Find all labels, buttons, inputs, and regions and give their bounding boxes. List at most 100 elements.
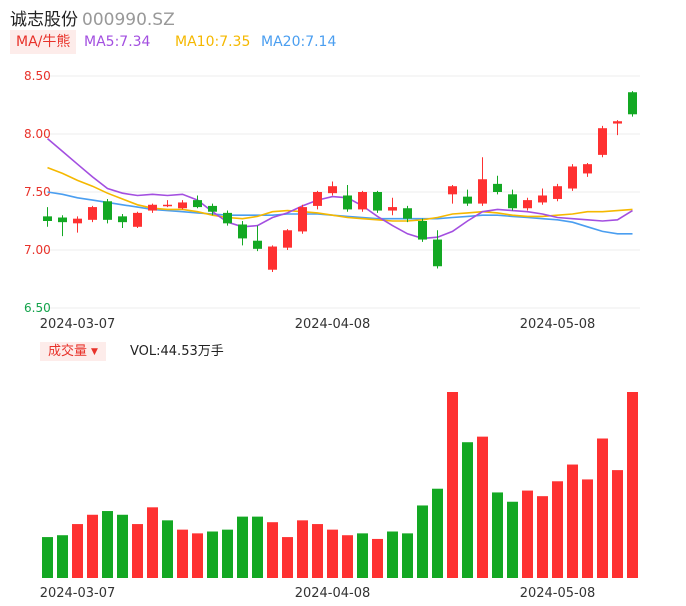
volume-bar <box>627 392 638 578</box>
candle-body <box>508 194 517 209</box>
candle-body <box>148 204 157 211</box>
candle-down <box>628 91 637 117</box>
volume-dropdown-label: 成交量 <box>48 344 88 359</box>
ma10-line <box>47 166 633 222</box>
candle-up <box>283 229 292 250</box>
price-axis-tick-label: 6.50 <box>24 301 51 315</box>
price-axis-tick-label: 7.50 <box>24 185 51 199</box>
candle-up <box>568 164 577 191</box>
candle-body <box>448 186 457 195</box>
volume-bar <box>402 533 413 578</box>
candle-body <box>538 195 547 203</box>
volume-bar <box>537 496 548 578</box>
candle-body <box>238 224 247 239</box>
candle-down <box>238 221 247 246</box>
volume-bar <box>432 488 443 578</box>
volume-bar <box>492 492 503 578</box>
volume-date-axis-tick-label: 2024-03-07 <box>40 586 116 601</box>
candle-body <box>553 186 562 199</box>
volume-bar <box>117 514 128 578</box>
volume-bar <box>132 524 143 578</box>
caret-down-icon: ▼ <box>91 347 98 357</box>
candle-down <box>103 198 112 224</box>
candle-up <box>523 197 532 211</box>
volume-bar <box>282 537 293 578</box>
candle-body <box>163 204 172 207</box>
candle-up <box>328 181 337 196</box>
candle-down <box>433 230 442 269</box>
candle-body <box>598 128 607 155</box>
volume-bar <box>177 529 188 578</box>
date-axis-tick-label: 2024-03-07 <box>40 317 116 332</box>
candle-body <box>43 216 52 221</box>
volume-bar <box>267 522 278 578</box>
candle-up <box>73 216 82 233</box>
candle-down <box>403 205 412 223</box>
volume-bar <box>597 438 608 578</box>
candle-body <box>433 239 442 267</box>
candle-body <box>403 208 412 219</box>
volume-bar <box>222 529 233 578</box>
volume-bar <box>72 524 83 578</box>
volume-bar <box>162 520 173 578</box>
ma20-label: MA20:7.14 <box>261 34 337 50</box>
volume-bar <box>357 533 368 578</box>
volume-bar <box>237 516 248 578</box>
candle-down <box>463 189 472 206</box>
ma5-line <box>46 137 633 240</box>
candle-down <box>208 203 217 216</box>
candle-body <box>478 179 487 204</box>
candle-body <box>613 121 622 124</box>
candle-up <box>388 197 397 216</box>
ma10-label: MA10:7.35 <box>175 34 251 50</box>
price-axis-tick-label: 8.00 <box>24 127 51 141</box>
candle-up <box>133 211 142 228</box>
candle-body <box>118 216 127 223</box>
candle-down <box>493 175 502 195</box>
candle-up <box>268 245 277 273</box>
stock-code: 000990.SZ <box>82 10 175 30</box>
volume-bar <box>567 464 578 578</box>
volume-bar <box>342 535 353 578</box>
volume-bar <box>387 531 398 578</box>
stock-title: 诚志股份 000990.SZ <box>10 5 175 30</box>
volume-bar <box>312 524 323 578</box>
volume-bar <box>57 535 68 578</box>
volume-bar <box>417 505 428 578</box>
candle-body <box>58 217 67 223</box>
candle-body <box>253 240 262 249</box>
candle-up <box>313 190 322 210</box>
volume-date-axis-tick-label: 2024-05-08 <box>520 586 596 601</box>
candle-body <box>358 192 367 210</box>
volume-bar <box>192 533 203 578</box>
volume-dropdown[interactable]: 成交量 ▼ <box>40 342 106 361</box>
candle-up <box>553 183 562 202</box>
candle-body <box>568 166 577 189</box>
volume-bar <box>552 481 563 578</box>
ma5-label: MA5:7.34 <box>84 34 151 50</box>
candle-up <box>88 205 97 223</box>
volume-bar <box>297 520 308 578</box>
volume-bar <box>522 490 533 578</box>
volume-bar <box>102 511 113 578</box>
candle-body <box>583 164 592 174</box>
volume-bar <box>372 538 383 578</box>
candle-body <box>628 92 637 115</box>
ma-bull-bear-tab[interactable]: MA/牛熊 <box>10 30 77 54</box>
candle-body <box>283 230 292 248</box>
candle-body <box>343 195 352 210</box>
candle-down <box>58 215 67 237</box>
volume-bar <box>87 514 98 578</box>
candle-up <box>358 190 367 212</box>
volume-value: VOL:44.53万手 <box>130 344 224 359</box>
candle-body <box>313 192 322 206</box>
candle-up <box>613 120 622 136</box>
candle-body <box>73 218 82 224</box>
candle-body <box>178 202 187 209</box>
candle-down <box>223 210 232 226</box>
candle-down <box>193 195 202 209</box>
price-axis-tick-label: 7.00 <box>24 243 51 257</box>
candle-down <box>343 185 352 212</box>
date-axis-tick-label: 2024-04-08 <box>295 317 371 332</box>
